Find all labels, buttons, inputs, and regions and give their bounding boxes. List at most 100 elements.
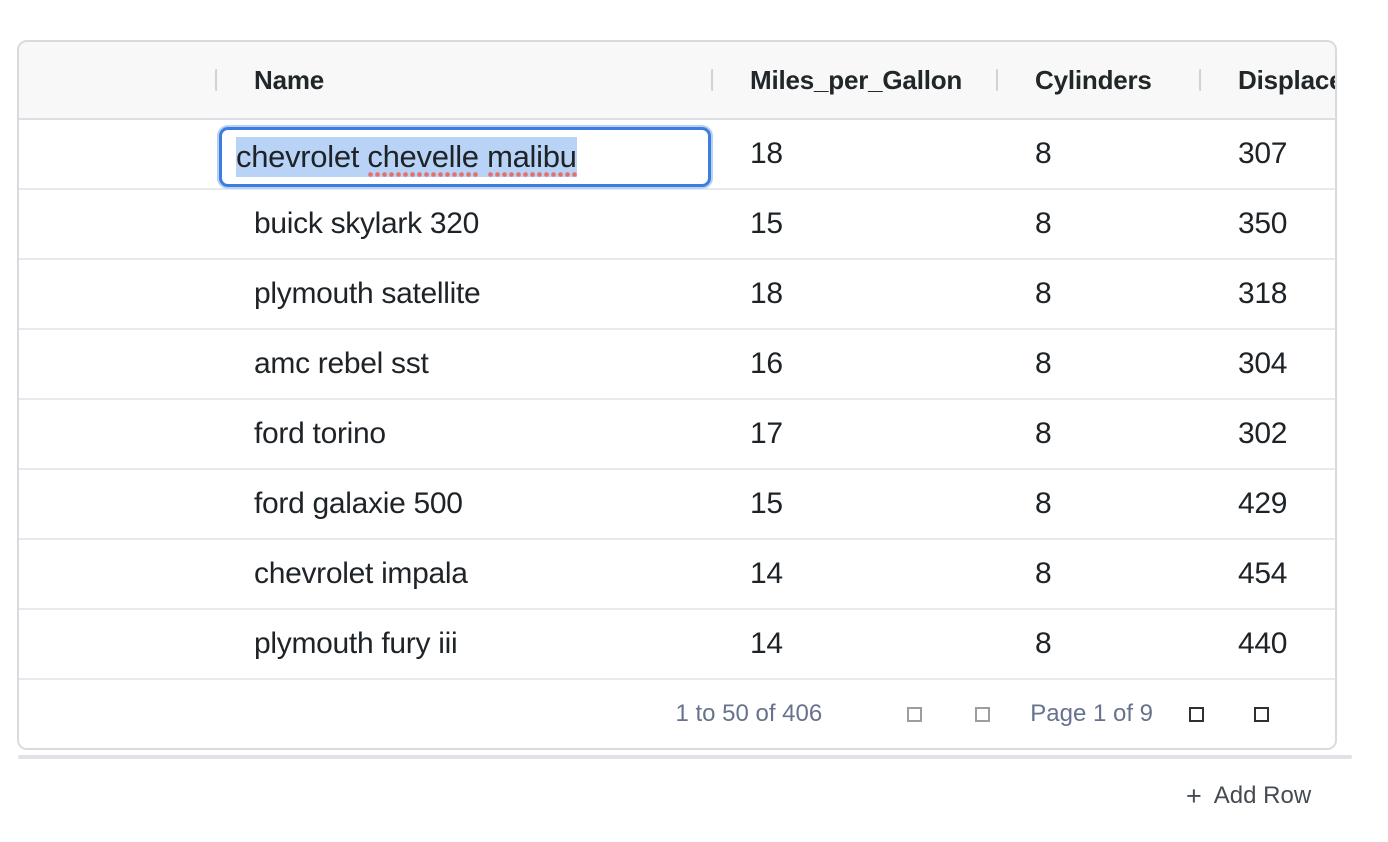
cell-value: 18 (750, 137, 783, 170)
cell-value: chevrolet impala (254, 557, 468, 590)
cell-cylinders[interactable]: 8 (998, 190, 1201, 258)
cell-value: 8 (1035, 347, 1052, 380)
previous-page-icon (974, 706, 990, 722)
cell-rownum[interactable] (19, 260, 217, 328)
cell-displacement[interactable]: 302 (1201, 400, 1335, 468)
column-header-label: Miles_per_Gallon (750, 64, 963, 95)
cell-displacement[interactable]: 454 (1201, 540, 1335, 608)
cell-value: 14 (750, 557, 783, 590)
column-header-label: Displacement (1238, 64, 1335, 95)
row-range-label: 1 to 50 of 406 (675, 700, 823, 727)
cell-rownum[interactable] (19, 190, 217, 258)
column-header-label: Name (254, 64, 325, 95)
column-resize-handle[interactable] (1199, 69, 1201, 91)
cell-displacement[interactable]: 440 (1201, 610, 1335, 678)
last-page-button[interactable] (1251, 704, 1271, 724)
selected-text-misspelled: chevelle (367, 137, 479, 177)
column-header-rownum[interactable] (19, 42, 217, 118)
previous-page-button[interactable] (972, 704, 992, 724)
table-row: amc rebel sst 16 8 304 (19, 330, 1335, 400)
cell-value: ford galaxie 500 (254, 487, 463, 520)
cell-displacement[interactable]: 350 (1201, 190, 1335, 258)
add-row-label: Add Row (1213, 782, 1312, 809)
cell-value: 8 (1035, 487, 1052, 520)
cell-name[interactable]: ford torino (217, 400, 713, 468)
cell-value: amc rebel sst (254, 347, 429, 380)
cell-rownum[interactable] (19, 470, 217, 538)
cell-displacement[interactable]: 429 (1201, 470, 1335, 538)
cell-cylinders[interactable]: 8 (998, 330, 1201, 398)
cell-mpg[interactable]: 15 (713, 470, 998, 538)
cell-editor-input[interactable]: chevrolet chevelle malibu (219, 127, 711, 187)
grid-header-row: Name Miles_per_Gallon Cylinders Displace… (19, 42, 1335, 120)
cell-value: 318 (1238, 277, 1288, 310)
plus-icon: + (1186, 781, 1202, 811)
cell-value: 429 (1238, 487, 1288, 520)
column-resize-handle[interactable] (711, 69, 713, 91)
cell-displacement[interactable]: 307 (1201, 120, 1335, 188)
cell-cylinders[interactable]: 8 (998, 400, 1201, 468)
cell-mpg[interactable]: 14 (713, 610, 998, 678)
cell-mpg[interactable]: 18 (713, 260, 998, 328)
horizontal-scrollbar[interactable] (18, 755, 1352, 759)
cell-value: 17 (750, 417, 783, 450)
cell-cylinders[interactable]: 8 (998, 120, 1201, 188)
cell-name[interactable]: ford galaxie 500 (217, 470, 713, 538)
page-indicator-label: Page 1 of 9 (1030, 700, 1153, 727)
cell-displacement[interactable]: 304 (1201, 330, 1335, 398)
cell-cylinders[interactable]: 8 (998, 470, 1201, 538)
first-page-button[interactable] (904, 704, 924, 724)
pagination-bar: 1 to 50 of 406 Page 1 of 9 (19, 680, 1335, 748)
cell-value: 440 (1238, 627, 1288, 660)
cell-mpg[interactable]: 14 (713, 540, 998, 608)
cell-displacement[interactable]: 318 (1201, 260, 1335, 328)
cell-mpg[interactable]: 16 (713, 330, 998, 398)
next-page-button[interactable] (1186, 704, 1206, 724)
cell-value: plymouth satellite (254, 277, 481, 310)
cell-rownum[interactable] (19, 610, 217, 678)
last-page-icon (1253, 706, 1269, 722)
cell-cylinders[interactable]: 8 (998, 610, 1201, 678)
table-row: ford torino 17 8 302 (19, 400, 1335, 470)
cell-mpg[interactable]: 15 (713, 190, 998, 258)
cell-value: 8 (1035, 557, 1052, 590)
cell-name[interactable]: chevrolet impala (217, 540, 713, 608)
cell-name[interactable]: buick skylark 320 (217, 190, 713, 258)
cell-value: 8 (1035, 137, 1052, 170)
cell-value: plymouth fury iii (254, 627, 458, 660)
table-row: plymouth fury iii 14 8 440 (19, 610, 1335, 680)
cell-cylinders[interactable]: 8 (998, 540, 1201, 608)
table-row: ford galaxie 500 15 8 429 (19, 470, 1335, 540)
column-header-name[interactable]: Name (217, 42, 713, 118)
cell-cylinders[interactable]: 8 (998, 260, 1201, 328)
selected-text (478, 137, 488, 177)
cell-rownum[interactable] (19, 120, 217, 188)
add-row-button[interactable]: + Add Row (1186, 782, 1311, 810)
cell-value: 14 (750, 627, 783, 660)
column-resize-handle[interactable] (215, 69, 217, 91)
cell-value: 18 (750, 277, 783, 310)
cell-name[interactable]: amc rebel sst (217, 330, 713, 398)
selected-text-misspelled: malibu (487, 137, 577, 177)
cell-rownum[interactable] (19, 400, 217, 468)
next-page-icon (1188, 706, 1204, 722)
cell-rownum[interactable] (19, 540, 217, 608)
cell-value: 8 (1035, 417, 1052, 450)
data-grid: Name Miles_per_Gallon Cylinders Displace… (17, 40, 1337, 750)
selected-text: chevrolet (236, 137, 368, 177)
column-header-cylinders[interactable]: Cylinders (998, 42, 1201, 118)
cell-rownum[interactable] (19, 330, 217, 398)
cell-name[interactable]: plymouth satellite (217, 260, 713, 328)
cell-mpg[interactable]: 17 (713, 400, 998, 468)
cell-mpg[interactable]: 18 (713, 120, 998, 188)
cell-value: 15 (750, 487, 783, 520)
column-header-displacement[interactable]: Displacement (1201, 42, 1335, 118)
column-resize-handle[interactable] (996, 69, 998, 91)
cell-value: 8 (1035, 207, 1052, 240)
cell-name[interactable]: plymouth fury iii (217, 610, 713, 678)
column-header-label: Cylinders (1035, 64, 1152, 95)
table-row: plymouth satellite 18 8 318 (19, 260, 1335, 330)
cell-value: 8 (1035, 627, 1052, 660)
column-header-miles-per-gallon[interactable]: Miles_per_Gallon (713, 42, 998, 118)
